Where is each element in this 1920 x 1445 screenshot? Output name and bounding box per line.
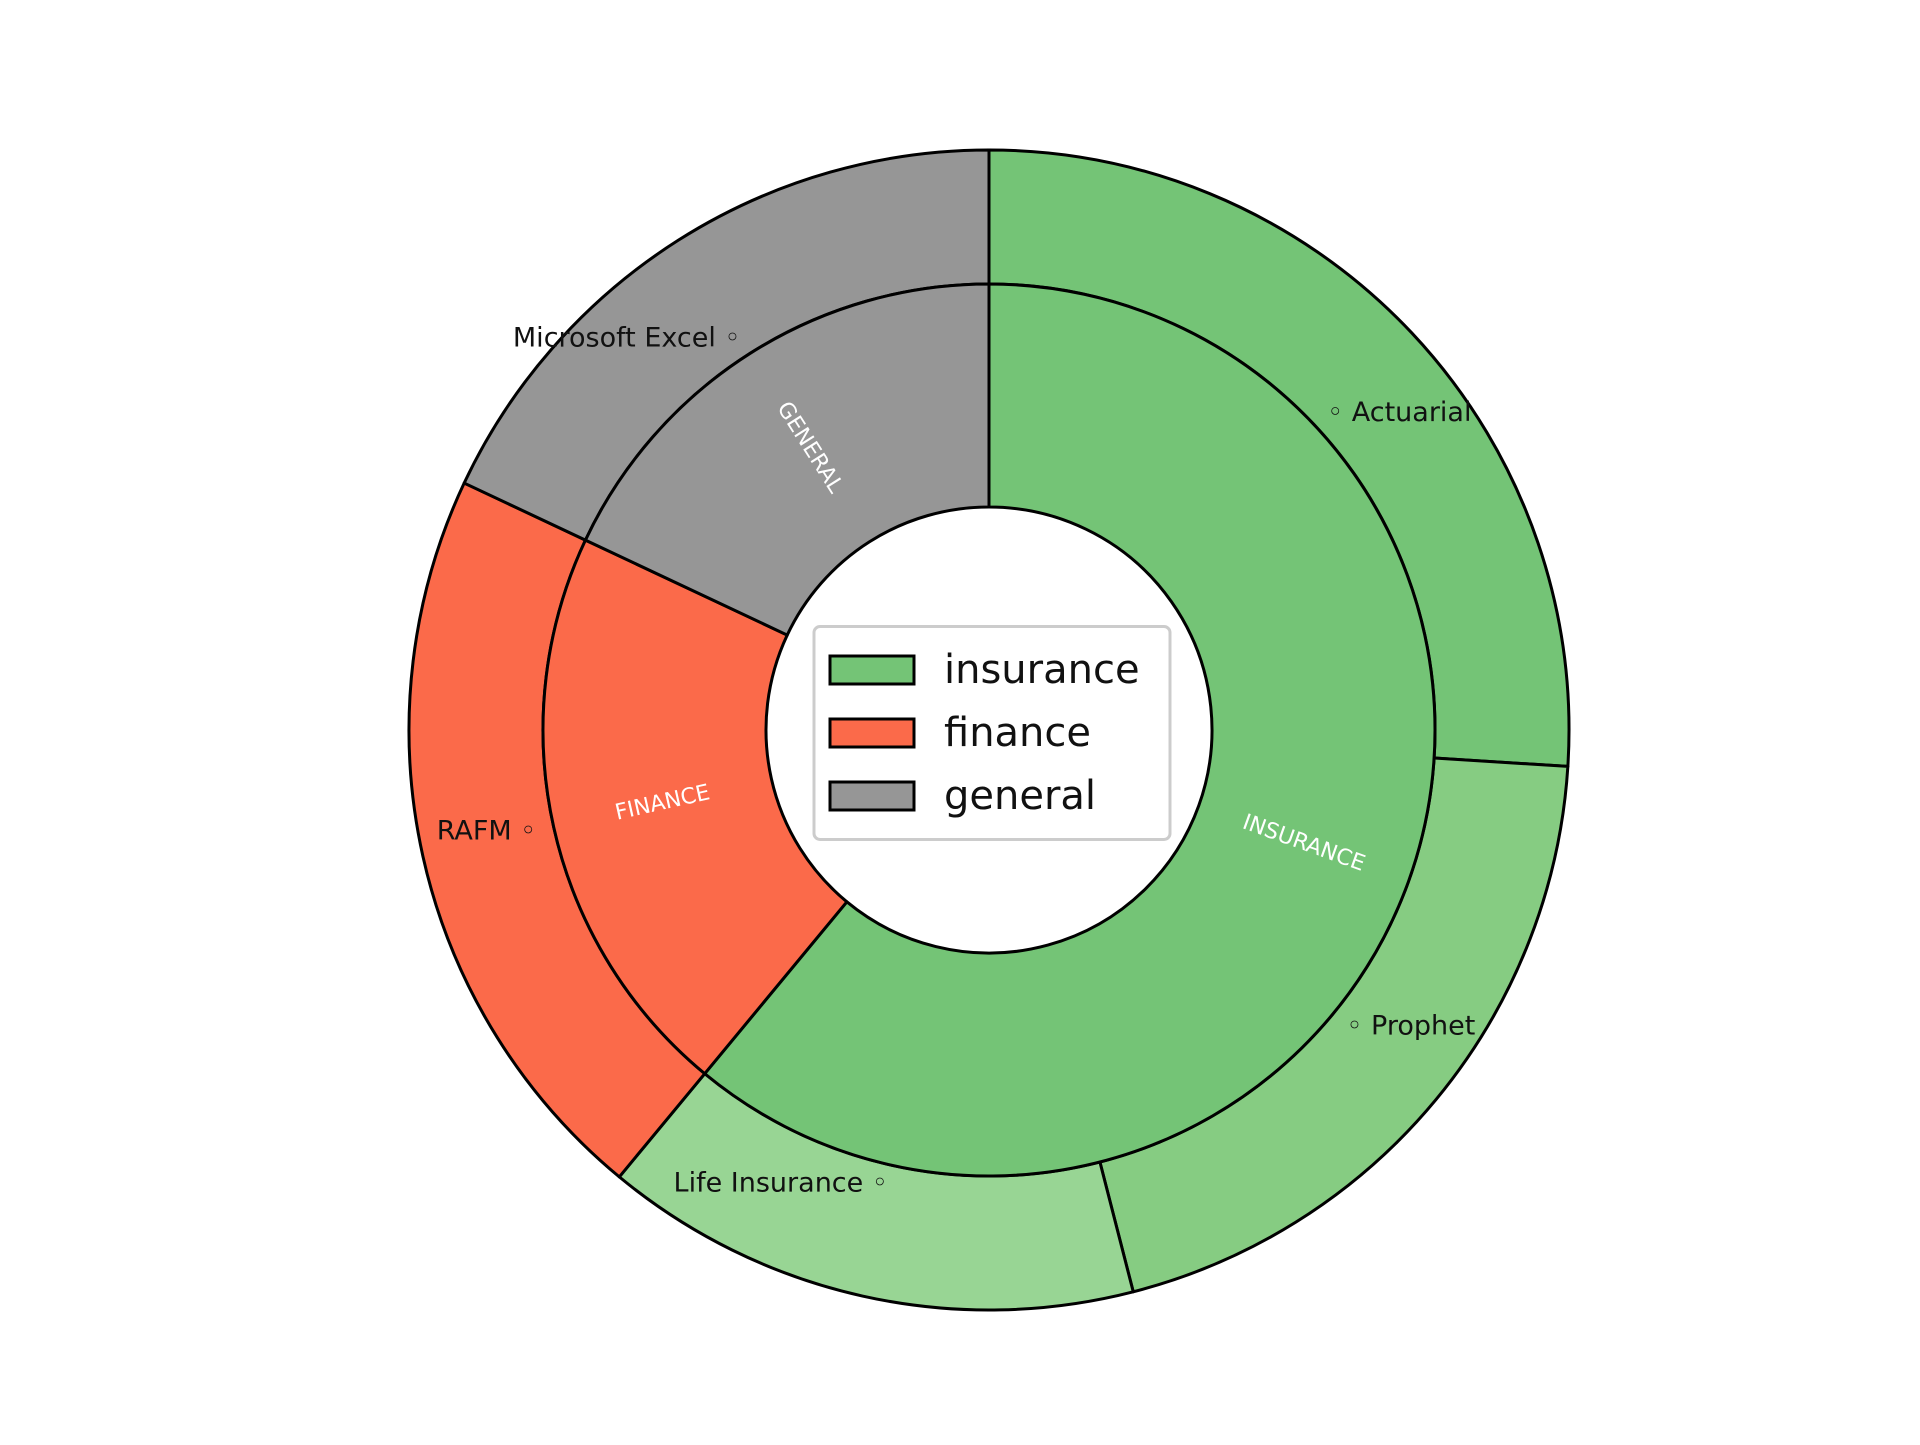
legend-label-general: general [944, 773, 1096, 819]
inner-ring [541, 282, 1437, 1178]
legend: insurance finance general [812, 625, 1172, 841]
inner-slice-insurance [703, 282, 1437, 1178]
outer-label-actuarial: ◦ Actuarial [1327, 397, 1471, 428]
legend-swatch-general [828, 780, 916, 812]
outer-label-rafm: RAFM ◦ [437, 816, 536, 847]
legend-swatch-insurance [828, 654, 916, 686]
legend-label-finance: finance [944, 710, 1091, 756]
outer-label-prophet: ◦ Prophet [1347, 1010, 1476, 1041]
outer-ring [407, 148, 1571, 1312]
outer-labels: ◦ Actuarial ◦ Prophet Life Insurance ◦ RAFM… [437, 323, 1476, 1199]
outer-label-microsoft-excel: Microsoft Excel ◦ [513, 323, 740, 354]
outer-label-life-insurance: Life Insurance ◦ [674, 1167, 888, 1198]
inner-slice-finance [541, 538, 849, 1076]
legend-label-insurance: insurance [944, 647, 1140, 693]
inner-slice-general [583, 282, 991, 637]
legend-swatch-finance [828, 717, 916, 749]
